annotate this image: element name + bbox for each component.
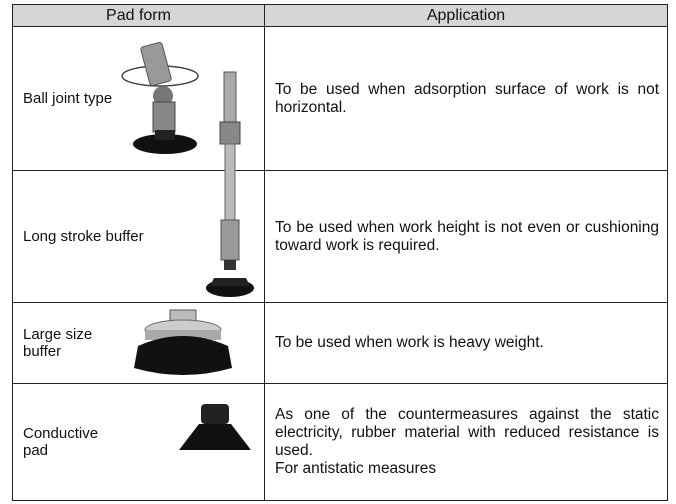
application-cell: As one of the countermeasures against th… bbox=[264, 383, 668, 501]
pad-form: Conductive pad bbox=[23, 425, 99, 459]
application-text: To be used when work height is not even … bbox=[275, 218, 659, 254]
application-text: As one of the countermeasures against th… bbox=[275, 406, 659, 459]
large-buffer-image bbox=[134, 309, 232, 375]
ball-joint-image bbox=[121, 42, 199, 154]
application-cell: To be used when adsorption surface of wo… bbox=[264, 26, 668, 171]
header-cell: Application bbox=[264, 4, 668, 27]
application-cell: To be used when work is heavy weight. bbox=[264, 302, 668, 384]
long-stroke-image bbox=[206, 71, 254, 297]
pad-form: Large size buffer bbox=[23, 326, 93, 360]
application-text: For antistatic measures bbox=[275, 460, 437, 477]
pad-form: Long stroke buffer bbox=[23, 228, 144, 245]
header-cell: Pad form bbox=[12, 4, 265, 27]
application-cell: To be used when work height is not even … bbox=[264, 170, 668, 303]
application-text: To be used when work is heavy weight. bbox=[275, 334, 544, 351]
application-text: To be used when adsorption surface of wo… bbox=[275, 80, 659, 116]
conductive-pad-image bbox=[179, 404, 251, 450]
pad-form: Ball joint type bbox=[23, 90, 113, 107]
